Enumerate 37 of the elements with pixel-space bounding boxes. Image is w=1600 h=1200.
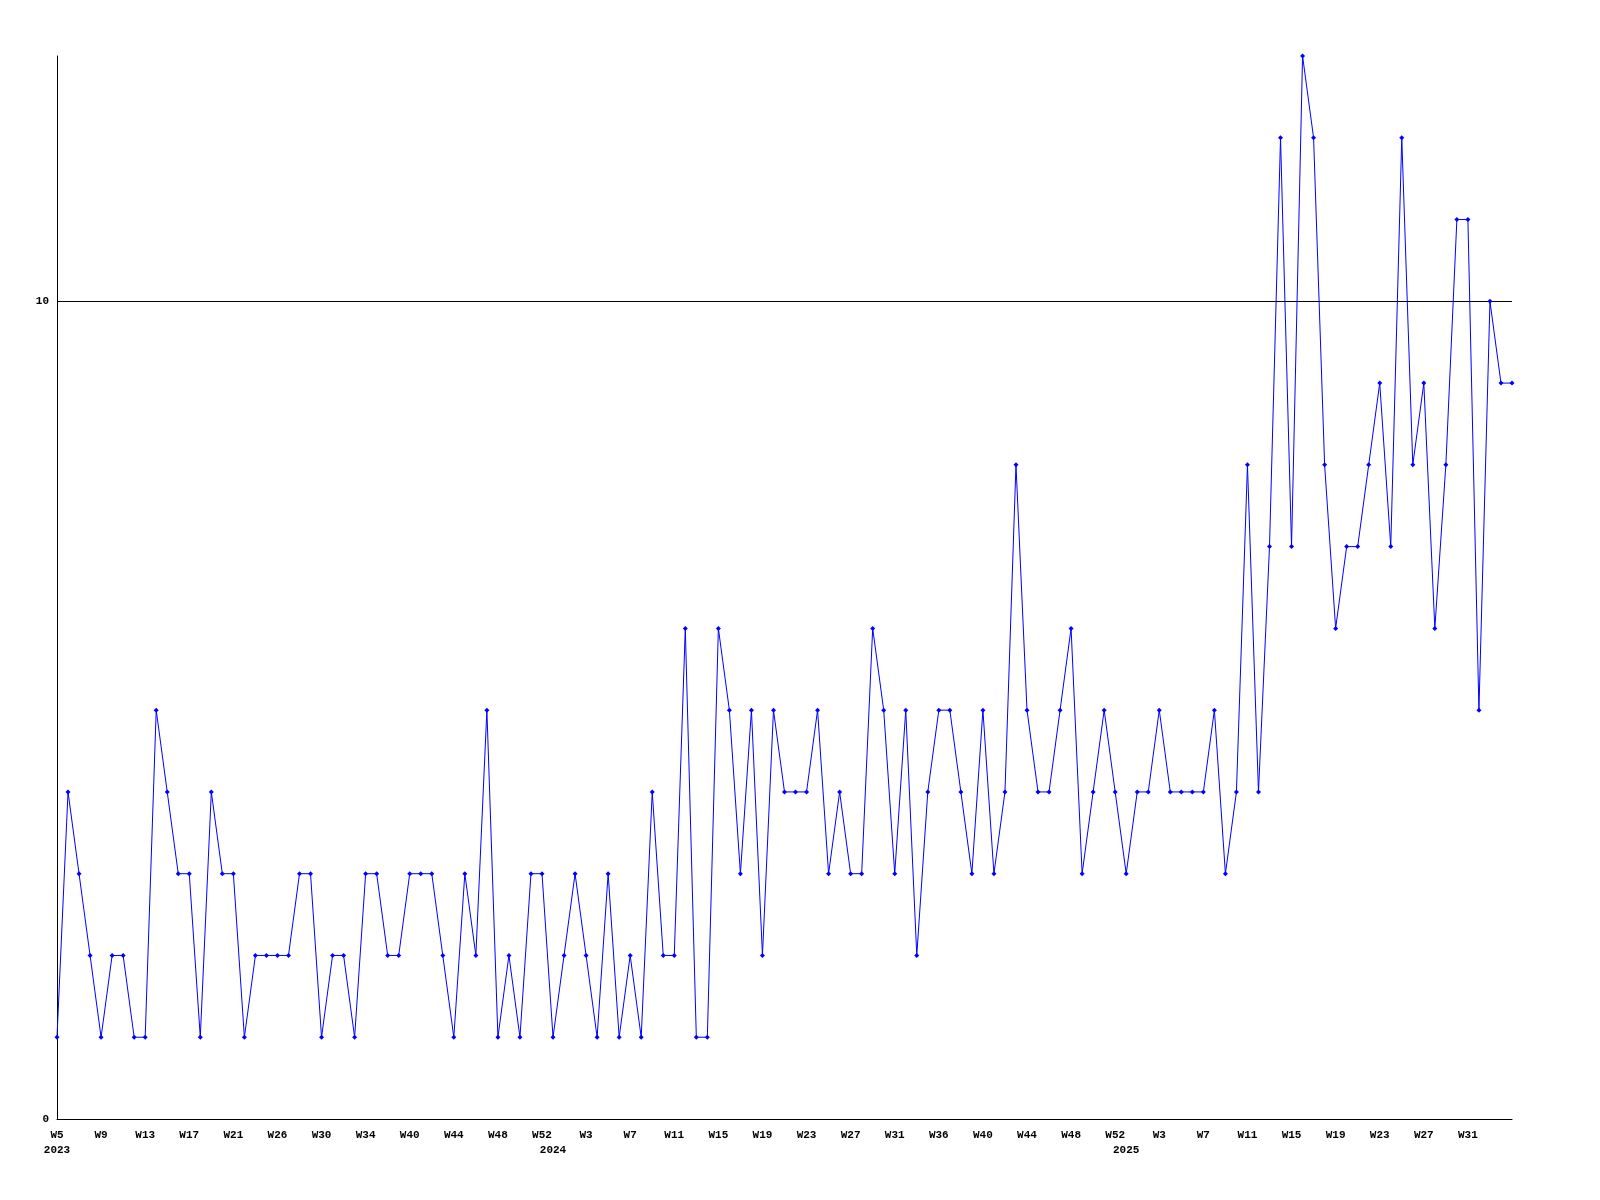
x-tick-label: W31 <box>1458 1128 1479 1141</box>
x-tick-label: W44 <box>443 1128 465 1141</box>
x-tick-label: W7 <box>623 1128 637 1141</box>
x-tick-label: W11 <box>1237 1128 1258 1141</box>
x-tick-label: W31 <box>884 1128 906 1141</box>
x-tick-label: W48 <box>1061 1128 1082 1141</box>
x-tick-label: 2025 <box>1113 1143 1140 1156</box>
x-tick-label: W34 <box>355 1128 376 1141</box>
x-tick-label: W19 <box>752 1128 773 1141</box>
x-tick-label: W27 <box>840 1128 861 1141</box>
x-tick-label: W19 <box>1325 1128 1346 1141</box>
x-tick-label: W3 <box>1152 1128 1167 1141</box>
x-tick-label: W9 <box>94 1128 108 1141</box>
x-tick-label: 2024 <box>539 1143 567 1156</box>
x-tick-label: W15 <box>1281 1128 1302 1141</box>
x-tick-label: W52 <box>532 1128 552 1141</box>
x-tick-label: W52 <box>1105 1128 1126 1141</box>
x-tick-label: W21 <box>223 1128 244 1141</box>
x-tick-label: W7 <box>1196 1128 1210 1141</box>
x-tick-label: W13 <box>135 1128 156 1141</box>
x-tick-label: W15 <box>708 1128 729 1141</box>
x-tick-label: W36 <box>928 1128 949 1141</box>
x-tick-label: W40 <box>399 1128 420 1141</box>
x-tick-label: W17 <box>179 1128 200 1141</box>
x-tick-label: W5 2023 <box>43 1128 71 1156</box>
x-tick-label: W23 <box>1369 1128 1391 1141</box>
y-tick-label: 10 <box>35 295 49 308</box>
x-tick-label: W26 <box>267 1128 288 1141</box>
x-tick-label: W48 <box>488 1128 509 1141</box>
y-tick-label: 0 <box>42 1113 49 1125</box>
x-tick-label: W40 <box>973 1128 993 1141</box>
x-tick-label: W44 <box>1017 1128 1038 1141</box>
x-tick-label: W23 <box>796 1128 817 1141</box>
x-tick-label: W27 <box>1413 1128 1434 1141</box>
x-tick-label: W30 <box>311 1128 332 1141</box>
x-tick-label: W11 <box>664 1128 685 1141</box>
x-tick-label: W3 <box>579 1128 594 1141</box>
